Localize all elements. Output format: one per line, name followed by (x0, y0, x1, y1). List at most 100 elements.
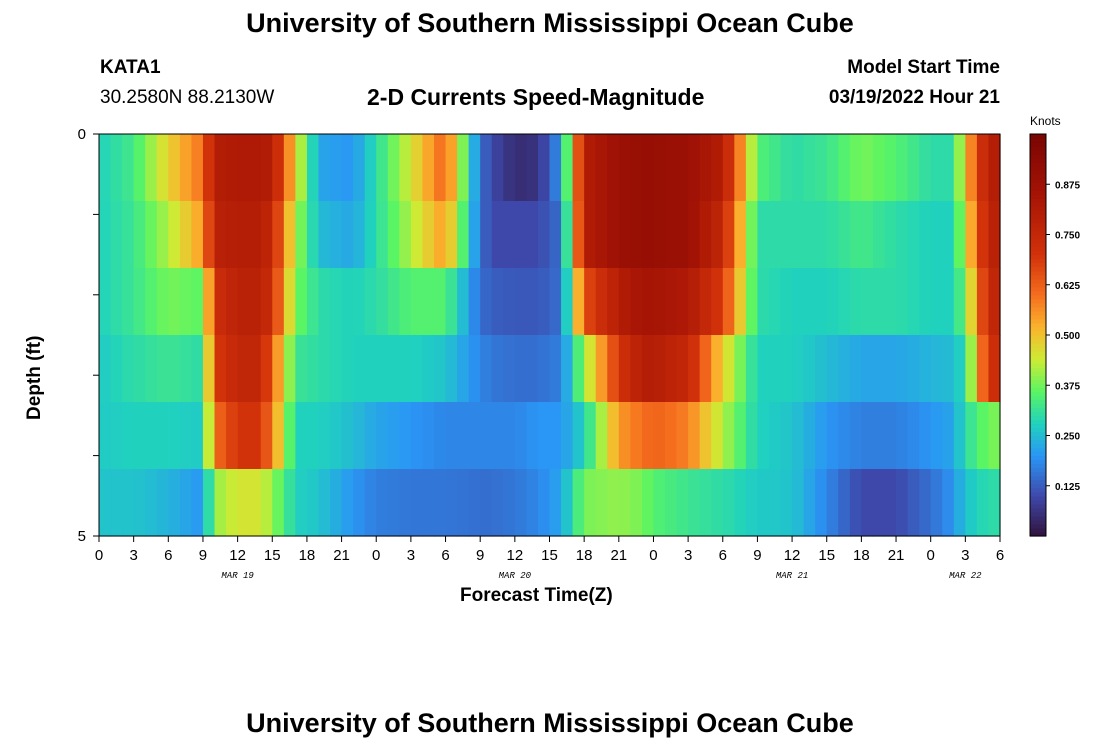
heatmap-cell (734, 469, 747, 537)
heatmap-cell (584, 201, 597, 269)
heatmap-cell (514, 201, 527, 269)
colorbar-segment (1030, 495, 1046, 501)
x-tick-label: 15 (818, 547, 835, 564)
heatmap-cell (526, 201, 539, 269)
heatmap-cell (630, 402, 643, 470)
heatmap-cell (630, 469, 643, 537)
heatmap-cell (191, 469, 204, 537)
heatmap-cell (364, 469, 377, 537)
colorbar-segment (1030, 286, 1046, 292)
axis-ticks: 0 3 6 9 12 15 18 21 0 3 6 9 12 15 18 21 0 3 6 9 12 15 18 21 0 3 6 M… (78, 126, 1005, 581)
colorbar-segment (1030, 174, 1046, 179)
heatmap-cell (330, 268, 343, 336)
heatmap-cell (468, 268, 481, 336)
heatmap-cell (584, 335, 597, 403)
heatmap-cell (976, 402, 990, 470)
heatmap-cell (688, 134, 701, 202)
heatmap-cell (942, 469, 955, 537)
heatmap-cell (168, 134, 181, 202)
heatmap-cell (353, 201, 366, 269)
colorbar-segment (1030, 363, 1046, 368)
heatmap-cell (919, 134, 932, 202)
chart-subtitle: 2-D Currents Speed-Magnitude (367, 84, 705, 110)
heatmap-cell (537, 402, 551, 470)
colorbar-segment (1030, 258, 1046, 264)
heatmap-cell (630, 335, 643, 403)
heatmap-cell (780, 335, 793, 403)
heatmap-cell (433, 402, 447, 470)
colorbar-segment (1030, 403, 1046, 408)
colorbar-segment (1030, 507, 1046, 513)
heatmap-cell (353, 134, 366, 202)
heatmap-cell (549, 402, 562, 470)
page-title: University of Southern Mississippi Ocean… (246, 8, 854, 38)
colorbar-segment (1030, 459, 1046, 465)
heatmap-cell (306, 402, 320, 470)
heatmap-cell (122, 335, 135, 403)
y-tick-label: 0 (78, 126, 86, 143)
colorbar-segment (1030, 250, 1046, 256)
heatmap-cell (584, 469, 597, 537)
colorbar-segment (1030, 435, 1046, 441)
heatmap-cell (815, 268, 828, 336)
heatmap-cell (122, 402, 135, 470)
colorbar-segment (1030, 447, 1046, 453)
heatmap-cell (306, 134, 320, 202)
x-tick-label: 6 (719, 547, 727, 564)
x-tick-label: 18 (576, 547, 593, 564)
heatmap-cell (965, 201, 978, 269)
colorbar-segment (1030, 254, 1046, 260)
heatmap-cell (641, 201, 655, 269)
colorbar-segment (1030, 375, 1046, 380)
heatmap-cell (699, 402, 712, 470)
heatmap-cell (803, 268, 816, 336)
heatmap-cell (607, 469, 620, 537)
heatmap-cell (260, 335, 273, 403)
heatmap-cell (792, 469, 805, 537)
heatmap-cell (306, 335, 320, 403)
heatmap-cell (468, 201, 481, 269)
heatmap-cell (237, 134, 250, 202)
colorbar-segment (1030, 150, 1046, 155)
heatmap-cell (503, 134, 516, 202)
heatmap-cell (676, 268, 689, 336)
colorbar-segment (1030, 467, 1046, 473)
heatmap-cell (838, 134, 851, 202)
heatmap-cell (156, 268, 169, 336)
station-id: KATA1 (100, 57, 161, 78)
heatmap-cell (179, 134, 193, 202)
colorbar-segment (1030, 443, 1046, 449)
heatmap-cell (353, 402, 366, 470)
heatmap-cell (353, 268, 366, 336)
colorbar-segment (1030, 318, 1046, 324)
heatmap-cell (410, 335, 424, 403)
colorbar-segment (1030, 154, 1046, 159)
heatmap-cell (364, 134, 377, 202)
colorbar-segment (1030, 351, 1046, 356)
heatmap-cell (110, 268, 123, 336)
heatmap-cell (942, 201, 955, 269)
colorbar-segment (1030, 210, 1046, 215)
heatmap-cell (387, 402, 400, 470)
heatmap-cell (341, 134, 354, 202)
heatmap-cell (226, 402, 239, 470)
heatmap-cell (572, 402, 585, 470)
x-tick-label: 0 (649, 547, 657, 564)
heatmap-cell (422, 469, 435, 537)
colorbar-tick-label: 0.875 (1055, 180, 1080, 191)
heatmap-cell (318, 134, 331, 202)
heatmap-cell (179, 402, 193, 470)
heatmap-cell (826, 268, 839, 336)
heatmap-cell (849, 335, 862, 403)
heatmap-cell (838, 335, 851, 403)
heatmap-cell (919, 201, 932, 269)
heatmap-cell (676, 134, 689, 202)
x-tick-label: 6 (164, 547, 172, 564)
heatmap-cell (480, 134, 493, 202)
heatmap-cell (665, 201, 678, 269)
heatmap-cell (410, 402, 424, 470)
heatmap-cell (387, 134, 400, 202)
heatmap-cell (768, 268, 782, 336)
heatmap-cell (272, 201, 285, 269)
heatmap-cell (561, 335, 574, 403)
